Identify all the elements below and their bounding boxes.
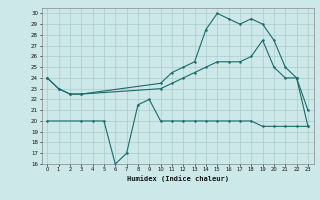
X-axis label: Humidex (Indice chaleur): Humidex (Indice chaleur): [127, 175, 228, 182]
